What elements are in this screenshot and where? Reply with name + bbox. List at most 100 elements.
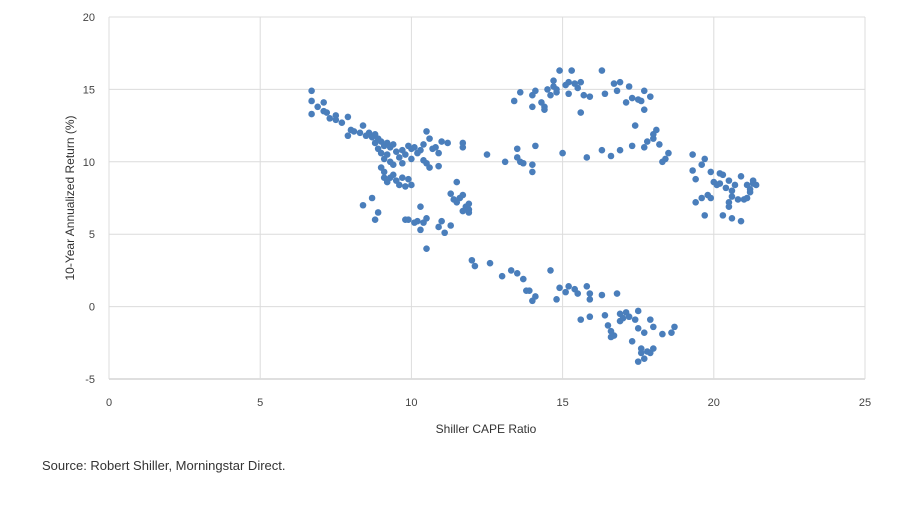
- data-point: [698, 161, 706, 168]
- data-point: [737, 172, 745, 180]
- data-point: [689, 151, 696, 158]
- data-point: [402, 151, 409, 158]
- data-point: [529, 168, 536, 176]
- data-point: [628, 142, 636, 150]
- data-point: [743, 194, 751, 202]
- data-point: [640, 355, 648, 363]
- data-point: [423, 128, 430, 135]
- data-point: [556, 284, 563, 292]
- data-point: [368, 194, 376, 202]
- data-point: [634, 358, 642, 365]
- data-point: [559, 149, 566, 157]
- data-point: [532, 293, 539, 300]
- x-tick-label: 20: [708, 397, 720, 409]
- data-point: [541, 103, 548, 111]
- data-point: [519, 159, 527, 167]
- data-point: [586, 290, 594, 297]
- data-point: [532, 142, 539, 150]
- data-point: [583, 283, 591, 290]
- data-point: [565, 78, 572, 86]
- data-point: [640, 106, 648, 113]
- data-point: [510, 97, 518, 105]
- data-point: [610, 332, 618, 339]
- data-point: [628, 94, 636, 102]
- data-point: [326, 115, 334, 122]
- data-point: [408, 181, 415, 189]
- data-point: [529, 161, 536, 168]
- data-point: [625, 83, 633, 90]
- data-point: [408, 155, 415, 163]
- data-point: [568, 67, 575, 74]
- data-point: [692, 175, 699, 183]
- data-point: [423, 245, 430, 252]
- data-point: [586, 93, 594, 100]
- data-point: [607, 152, 615, 160]
- data-point: [392, 148, 400, 155]
- data-point: [308, 97, 315, 105]
- data-point: [565, 283, 572, 290]
- data-point: [544, 86, 551, 93]
- data-point: [383, 151, 391, 158]
- data-point: [580, 91, 588, 99]
- data-point: [338, 119, 346, 127]
- data-point: [728, 214, 736, 222]
- data-point: [417, 146, 424, 154]
- data-point: [501, 158, 509, 166]
- data-point: [610, 80, 618, 87]
- data-point: [637, 345, 645, 352]
- x-tick-label: 25: [859, 397, 871, 409]
- data-point: [550, 77, 557, 85]
- data-point: [631, 122, 639, 129]
- data-points: [308, 67, 760, 365]
- data-point: [435, 149, 442, 157]
- data-point: [646, 93, 654, 100]
- data-point: [417, 203, 424, 210]
- data-point: [359, 122, 367, 129]
- data-point: [598, 67, 606, 74]
- data-point: [547, 91, 554, 99]
- data-point: [399, 159, 406, 167]
- data-point: [453, 178, 461, 186]
- data-point: [725, 203, 733, 210]
- y-tick-label: 0: [89, 302, 95, 314]
- data-point: [389, 171, 397, 179]
- data-point: [498, 272, 506, 280]
- data-point: [737, 217, 745, 225]
- data-point: [746, 188, 754, 196]
- data-point: [662, 155, 669, 163]
- data-point: [371, 216, 379, 224]
- data-point: [426, 164, 433, 171]
- data-point: [616, 317, 624, 325]
- data-point: [659, 330, 666, 338]
- data-point: [516, 88, 524, 96]
- data-point: [577, 316, 585, 323]
- data-point: [396, 181, 403, 189]
- data-point: [432, 144, 439, 151]
- data-point: [613, 87, 621, 95]
- data-point: [692, 199, 699, 206]
- data-point: [529, 103, 536, 111]
- data-point: [719, 212, 727, 219]
- y-tick-label: 15: [83, 84, 95, 96]
- data-point: [389, 161, 397, 168]
- data-point: [405, 216, 412, 224]
- data-point: [598, 146, 606, 154]
- data-point: [725, 177, 733, 184]
- data-point: [320, 99, 328, 106]
- data-point: [359, 201, 367, 209]
- x-tick-label: 5: [257, 397, 263, 409]
- data-point: [465, 200, 473, 208]
- x-tick-label: 10: [405, 397, 417, 409]
- data-point: [402, 183, 409, 190]
- data-point: [701, 212, 709, 219]
- y-tick-label: 20: [83, 12, 95, 24]
- data-point: [444, 139, 451, 147]
- y-tick-label: -5: [85, 374, 95, 386]
- data-point: [447, 190, 455, 197]
- data-point: [728, 193, 736, 200]
- x-tick-label: 15: [556, 397, 568, 409]
- data-point: [565, 90, 572, 98]
- data-point: [598, 291, 606, 299]
- data-point: [640, 329, 648, 336]
- data-point: [314, 103, 321, 111]
